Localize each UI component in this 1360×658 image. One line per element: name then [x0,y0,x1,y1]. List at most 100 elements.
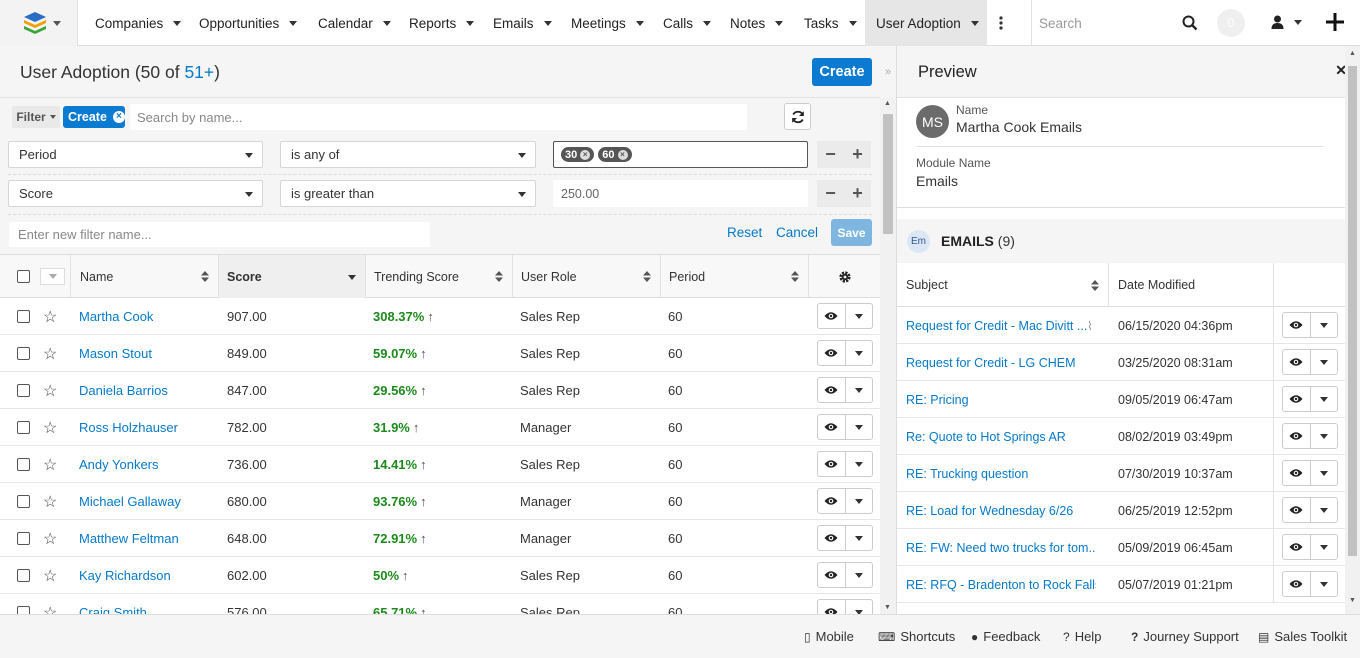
favorite-star-icon[interactable]: ☆ [43,382,58,400]
footer-shortcuts[interactable]: ⌨ Shortcuts [878,629,955,644]
nav-notes[interactable]: Notes [730,0,784,46]
favorite-star-icon[interactable]: ☆ [43,567,58,585]
filter-dropdown[interactable]: Filter [12,106,60,128]
email-row[interactable]: Request for Credit - LG CHEM 03/25/2020 0… [897,344,1345,381]
preview-eye-icon[interactable] [1283,572,1311,596]
chevron-down-icon[interactable] [775,20,784,26]
column-header-period[interactable]: Period [661,255,809,298]
email-row[interactable]: RE: RFQ - Bradenton to Rock Falls 05/07/2… [897,566,1345,603]
preview-eye-icon[interactable] [818,341,846,365]
global-search-input[interactable] [1032,15,1172,31]
preview-eye-icon[interactable] [818,600,846,624]
select-all-checkbox[interactable] [17,270,30,283]
scrollbar-thumb[interactable] [883,114,893,234]
search-icon[interactable] [1182,15,1198,31]
preview-eye-icon[interactable] [818,489,846,513]
name-link[interactable]: Mason Stout [79,346,152,361]
column-header-trending[interactable]: Trending Score [366,255,513,298]
nav-companies[interactable]: Companies [95,0,182,46]
row-checkbox[interactable] [17,569,30,582]
chevron-down-icon[interactable] [635,20,644,26]
column-header-date-modified[interactable]: Date Modified [1109,263,1274,307]
quick-create-icon[interactable] [1326,13,1344,31]
footer-mobile[interactable]: ▯ Mobile [804,629,854,644]
table-row[interactable]: ☆ Daniela Barrios 847.00 29.56% ↑ Sales Rep 60 [0,372,880,409]
email-subject-link[interactable]: RE: Load for Wednesday 6/26 [906,503,1074,518]
user-menu[interactable] [1271,15,1302,29]
column-settings[interactable] [809,255,880,298]
filter-field-select[interactable]: Period [8,141,263,168]
cancel-button[interactable]: Cancel [776,225,819,240]
preview-eye-icon[interactable] [1283,313,1311,337]
preview-eye-icon[interactable] [818,452,846,476]
table-row[interactable]: ☆ Kay Richardson 602.00 50% ↑ Sales Rep 60 [0,557,880,594]
email-subject-link[interactable]: RE: FW: Need two trucks for tom... [906,540,1096,555]
row-checkbox[interactable] [17,458,30,471]
create-button[interactable]: Create [812,58,872,86]
scrollbar-thumb[interactable] [1348,66,1357,556]
name-link[interactable]: Matthew Feltman [79,531,179,546]
list-scrollbar[interactable]: ▲ ▼ [880,98,896,614]
row-actions-dropdown[interactable] [1311,461,1338,485]
chevron-down-icon[interactable] [173,20,182,26]
chevron-down-icon[interactable] [466,20,475,26]
filter-value-input[interactable]: 250.00 [553,180,808,207]
row-actions-dropdown[interactable] [1311,572,1338,596]
more-menu-icon[interactable] [994,0,1008,46]
preview-eye-icon[interactable] [818,415,846,439]
row-actions-dropdown[interactable] [846,378,873,402]
favorite-star-icon[interactable]: ☆ [43,345,58,363]
preview-eye-icon[interactable] [1283,535,1311,559]
preview-scrollbar[interactable]: ▲ ▼ [1345,46,1360,614]
column-header-score[interactable]: Score [219,255,366,298]
row-actions-dropdown[interactable] [1311,350,1338,374]
row-checkbox[interactable] [17,310,30,323]
emails-subpanel-header[interactable]: Em EMAILS (9) [897,219,1345,263]
row-actions-dropdown[interactable] [1311,313,1338,337]
table-row[interactable]: ☆ Andy Yonkers 736.00 14.41% ↑ Sales Rep 60 [0,446,880,483]
row-actions-dropdown[interactable] [846,341,873,365]
column-header-role[interactable]: User Role [513,255,661,298]
footer-feedback[interactable]: ● Feedback [971,629,1040,644]
favorite-star-icon[interactable]: ☆ [43,308,58,326]
preview-eye-icon[interactable] [1283,498,1311,522]
name-search-input[interactable] [130,104,747,130]
app-logo-menu[interactable] [0,0,78,46]
row-actions-dropdown[interactable] [846,600,873,624]
name-link[interactable]: Martha Cook [79,309,154,324]
table-row[interactable]: ☆ Matthew Feltman 648.00 72.91% ↑ Manager 60 [0,520,880,557]
row-checkbox[interactable] [17,347,30,360]
favorite-star-icon[interactable]: ☆ [43,456,58,474]
favorite-star-icon[interactable]: ☆ [43,530,58,548]
name-link[interactable]: Michael Gallaway [79,494,181,509]
preview-eye-icon[interactable] [818,563,846,587]
chevron-down-icon[interactable] [382,20,391,26]
chevron-down-icon[interactable] [703,20,712,26]
email-subject-link[interactable]: Request for Credit - Mac Divitt ... [906,318,1088,333]
nav-calls[interactable]: Calls [663,0,712,46]
email-row[interactable]: Request for Credit - Mac Divitt ... ⌇ 06/1… [897,307,1345,344]
email-row[interactable]: RE: Pricing 09/05/2019 06:47am [897,381,1345,418]
close-icon[interactable]: ✕ [1335,62,1347,78]
row-actions-dropdown[interactable] [1311,498,1338,522]
add-filter-row-button[interactable]: + [844,180,871,207]
name-link[interactable]: Andy Yonkers [79,457,159,472]
chevron-down-icon[interactable] [848,20,857,26]
column-header-subject[interactable]: Subject [897,263,1109,307]
email-subject-link[interactable]: RE: Pricing [906,392,969,407]
filter-name-input[interactable] [9,222,430,247]
row-actions-dropdown[interactable] [846,563,873,587]
name-link[interactable]: Kay Richardson [79,568,171,583]
filter-operator-select[interactable]: is greater than [280,180,536,207]
column-header-name[interactable]: Name [71,255,219,298]
row-actions-dropdown[interactable] [846,489,873,513]
reset-button[interactable]: Reset [727,225,763,240]
favorite-star-icon[interactable]: ☆ [43,493,58,511]
remove-filter-row-button[interactable]: − [817,141,844,168]
scroll-down-icon[interactable]: ▼ [884,604,891,611]
email-subject-link[interactable]: Re: Quote to Hot Springs AR [906,429,1066,444]
footer-journey-support[interactable]: ? Journey Support [1131,629,1239,644]
nav-meetings[interactable]: Meetings [571,0,644,46]
nav-opportunities[interactable]: Opportunities [199,0,298,46]
preview-eye-icon[interactable] [818,304,846,328]
